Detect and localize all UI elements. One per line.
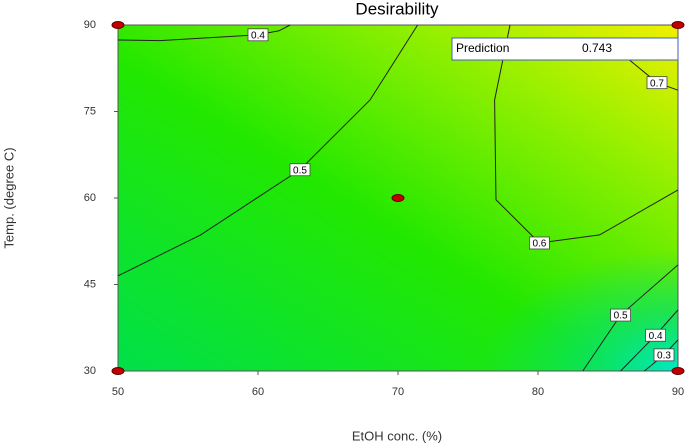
contour-label-group: 0.7 [646, 76, 668, 90]
design-point [671, 21, 685, 29]
x-axis-label: EtOH conc. (%) [352, 428, 442, 443]
prediction-value: 0.743 [582, 41, 612, 55]
design-point [671, 367, 685, 375]
design-point [111, 21, 125, 29]
contour-label: 0.5 [614, 311, 628, 322]
contour-label-box [289, 163, 311, 177]
contour-label: 0.4 [649, 331, 663, 342]
contour-label: 0.4 [251, 30, 265, 41]
x-tick-label: 80 [532, 386, 544, 398]
design-point [111, 367, 125, 375]
contour-label-group: 0.6 [529, 236, 550, 250]
design-point [391, 194, 405, 202]
chart-title: Desirability [355, 0, 439, 18]
contour-label-box [653, 348, 675, 362]
x-tick-label: 90 [672, 386, 684, 398]
contour-label-box [646, 76, 668, 90]
y-tick-label: 60 [84, 192, 96, 204]
contour-label: 0.5 [293, 165, 307, 176]
contour-label-group: 0.5 [610, 308, 631, 322]
x-tick-label: 50 [112, 386, 124, 398]
y-tick-label: 90 [84, 19, 96, 31]
contour-label-box [610, 308, 631, 322]
contour-label-group: 0.4 [247, 28, 269, 42]
contour-label: 0.3 [657, 350, 671, 361]
y-tick-label: 30 [84, 365, 96, 377]
y-tick-label: 45 [84, 278, 96, 290]
prediction-box: Prediction 0.743 [451, 37, 679, 61]
contour-label-group: 0.3 [653, 348, 675, 362]
x-tick-label: 70 [392, 386, 404, 398]
contour-label-group: 0.5 [289, 163, 311, 177]
contour-line [494, 24, 679, 244]
contour-label-box [529, 236, 550, 250]
prediction-label: Prediction [456, 41, 509, 55]
contour-label-box [645, 328, 666, 342]
plot-layer: 50 60 70 80 90 30 45 60 75 90 0.4 0.5 0.6 0.7 0.5 0.4 0.… [84, 19, 685, 398]
contour-label-group: 0.4 [645, 328, 666, 342]
x-tick-label: 60 [252, 386, 264, 398]
prediction-frame [451, 37, 679, 61]
contour-label-box [247, 28, 269, 42]
y-tick-label: 75 [84, 105, 96, 117]
contour-label: 0.6 [532, 239, 546, 250]
y-axis-label: Temp. (degree C) [1, 147, 16, 248]
contour-label: 0.7 [650, 78, 664, 89]
